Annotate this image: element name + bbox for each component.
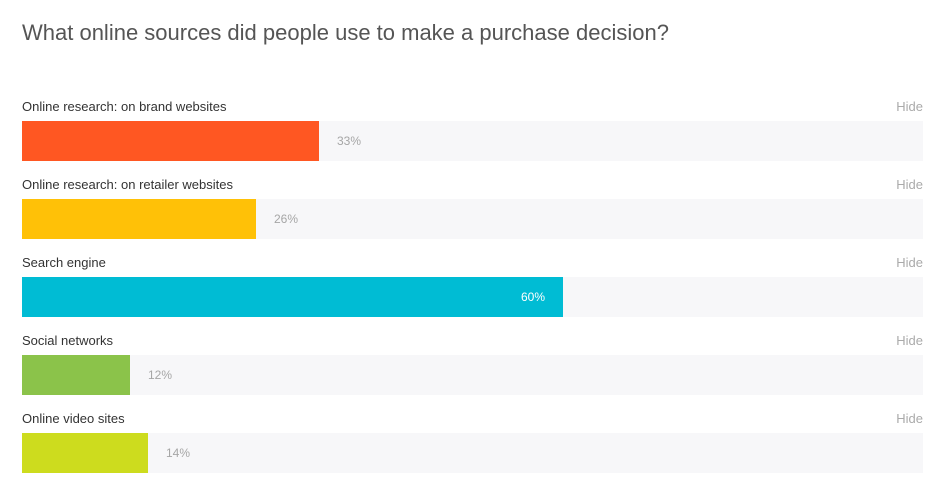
hide-button[interactable]: Hide	[896, 255, 923, 270]
bar	[22, 121, 319, 161]
bar-row-header: Search engine Hide	[22, 254, 923, 277]
bar-track: 12%	[22, 355, 923, 395]
bar-row-header: Online research: on retailer websites Hid…	[22, 176, 923, 199]
hide-button[interactable]: Hide	[896, 99, 923, 114]
bar-track: 60%	[22, 277, 923, 317]
category-label: Online research: on brand websites	[22, 99, 227, 114]
bar-row: Online video sites Hide 14%	[22, 410, 923, 488]
hide-button[interactable]: Hide	[896, 177, 923, 192]
hide-button[interactable]: Hide	[896, 411, 923, 426]
bar-row-header: Online video sites Hide	[22, 410, 923, 433]
chart-title: What online sources did people use to ma…	[22, 20, 669, 45]
bar	[22, 277, 563, 317]
bar-track: 33%	[22, 121, 923, 161]
bar	[22, 433, 148, 473]
bar	[22, 355, 130, 395]
bar-row-header: Social networks Hide	[22, 332, 923, 355]
bar-row-header: Online research: on brand websites Hide	[22, 98, 923, 121]
value-label: 26%	[274, 212, 299, 226]
bar-track: 14%	[22, 433, 923, 473]
hide-button[interactable]: Hide	[896, 333, 923, 348]
value-label: 14%	[166, 446, 191, 460]
bar	[22, 199, 256, 239]
bar-rows: Online research: on brand websites Hide 33…	[22, 98, 923, 488]
bar-row: Online research: on brand websites Hide 33…	[22, 98, 923, 176]
bar-row: Search engine Hide 60%	[22, 254, 923, 332]
bar-row: Online research: on retailer websites Hid…	[22, 176, 923, 254]
bar-row: Social networks Hide 12%	[22, 332, 923, 410]
category-label: Social networks	[22, 333, 114, 348]
category-label: Online research: on retailer websites	[22, 177, 233, 192]
category-label: Online video sites	[22, 411, 125, 426]
bar-track: 26%	[22, 199, 923, 239]
value-label: 60%	[521, 290, 546, 304]
category-label: Search engine	[22, 255, 106, 270]
value-label: 12%	[148, 368, 173, 382]
value-label: 33%	[337, 134, 362, 148]
